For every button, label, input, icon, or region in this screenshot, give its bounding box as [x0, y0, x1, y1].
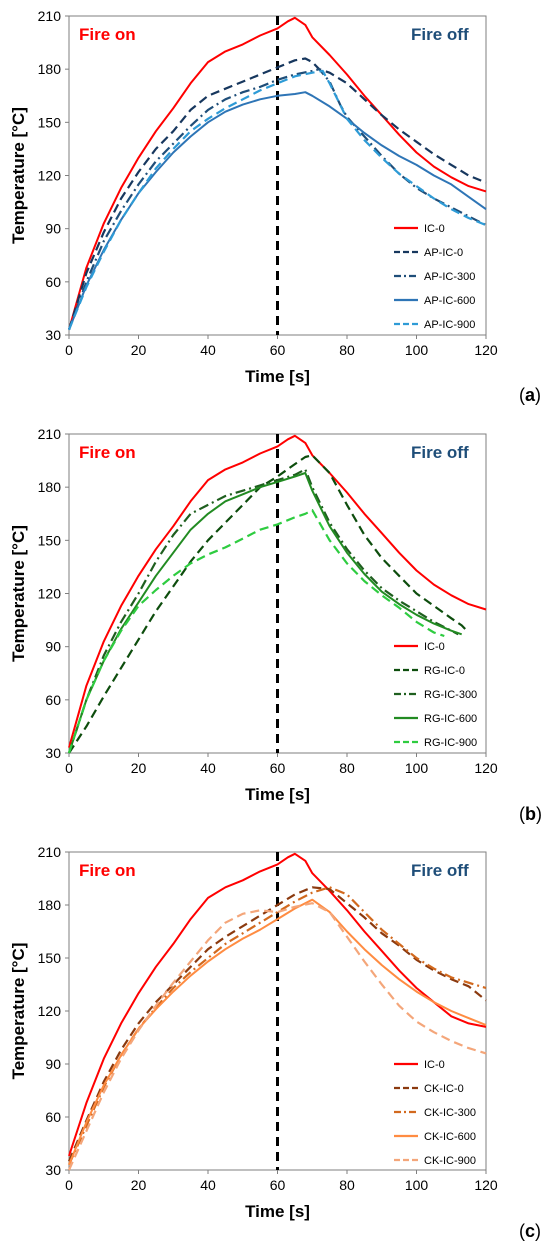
fire-off-label: Fire off	[411, 25, 469, 44]
panel-label-letter: b	[525, 804, 536, 824]
legend-entry: RG-IC-300	[424, 689, 477, 701]
legend-entry: AP-IC-300	[424, 271, 475, 283]
y-tick-label: 30	[45, 745, 61, 761]
x-tick-label: 100	[405, 760, 429, 776]
legend-entry: IC-0	[424, 641, 445, 653]
legend-entry: AP-IC-0	[424, 247, 463, 259]
panel-label-letter: c	[525, 1221, 535, 1241]
x-axis-label: Time [s]	[245, 785, 310, 804]
panel-label: (c)	[519, 1221, 541, 1241]
series-line-ic-0	[68, 434, 487, 748]
x-tick-label: 20	[131, 760, 147, 776]
x-tick-label: 60	[270, 760, 286, 776]
x-tick-label: 80	[339, 1177, 355, 1193]
x-tick-label: 40	[200, 760, 216, 776]
panel-label: (b)	[519, 804, 542, 824]
series-line-ck-ic-0	[67, 886, 487, 1162]
chart-panel-2: 30 60 90 120 150 180 210 0 20 40 60 80 100 120 Time [s…	[9, 426, 542, 824]
fire-on-label: Fire on	[79, 443, 136, 462]
y-tick-label: 60	[45, 692, 61, 708]
chart-panel-3: 30 60 90 120 150 180 210 0 20 40 60 80 100 120 Time [s…	[9, 844, 541, 1241]
y-tick-label: 30	[45, 1162, 61, 1178]
series-line-ic-0	[68, 852, 487, 1157]
y-tick-label: 150	[38, 950, 62, 966]
x-tick-label: 0	[65, 760, 73, 776]
x-tick-label: 80	[339, 760, 355, 776]
x-tick-label: 80	[339, 342, 355, 358]
y-tick-label: 180	[38, 897, 62, 913]
x-tick-label: 120	[474, 760, 498, 776]
y-tick-label: 150	[38, 114, 62, 130]
y-tick-label: 150	[38, 532, 62, 548]
y-tick-label: 120	[38, 168, 62, 184]
chart-panel-1: 30 60 90 120 150 180 210 0 20 40 60 80 100 120 Time [s…	[9, 8, 541, 405]
legend-entry: CK-IC-0	[424, 1083, 464, 1095]
series-line-rg-ic-900	[67, 509, 445, 754]
x-tick-label: 60	[270, 1177, 286, 1193]
x-tick-label: 60	[270, 342, 286, 358]
series-line-ap-ic-0	[67, 57, 487, 331]
panel-label: (a)	[519, 385, 541, 405]
fire-off-label: Fire off	[411, 861, 469, 880]
x-tick-label: 100	[405, 1177, 429, 1193]
x-tick-label: 20	[131, 342, 147, 358]
legend-entry: CK-IC-900	[424, 1155, 476, 1167]
x-tick-label: 100	[405, 342, 429, 358]
y-tick-label: 30	[45, 327, 61, 343]
legend-entry: IC-0	[424, 223, 445, 235]
x-tick-label: 0	[65, 1177, 73, 1193]
fire-off-label: Fire off	[411, 443, 469, 462]
series-line-ap-ic-900	[67, 69, 487, 331]
y-tick-label: 210	[38, 8, 62, 24]
fire-on-label: Fire on	[79, 25, 136, 44]
legend-entry: AP-IC-900	[424, 319, 475, 331]
y-tick-label: 60	[45, 1109, 61, 1125]
x-axis-label: Time [s]	[245, 367, 310, 386]
x-tick-label: 120	[474, 1177, 498, 1193]
legend-entry: RG-IC-900	[424, 737, 477, 749]
y-tick-label: 210	[38, 844, 62, 860]
series-line-ck-ic-300	[67, 886, 487, 1166]
fire-on-label: Fire on	[79, 861, 136, 880]
series-line-rg-ic-300	[67, 468, 459, 754]
panel-label-letter: a	[525, 385, 536, 405]
legend-entry: AP-IC-600	[424, 295, 475, 307]
y-tick-label: 90	[45, 639, 61, 655]
x-tick-label: 40	[200, 342, 216, 358]
y-tick-label: 120	[38, 1003, 62, 1019]
y-tick-label: 90	[45, 221, 61, 237]
x-axis-label: Time [s]	[245, 1202, 310, 1221]
y-axis-label: Temperature [°C]	[9, 943, 28, 1080]
x-tick-label: 40	[200, 1177, 216, 1193]
series-line-rg-ic-0	[68, 454, 470, 754]
series-line-ic-0	[68, 16, 487, 330]
legend-entry: CK-IC-300	[424, 1107, 476, 1119]
y-tick-label: 180	[38, 479, 62, 495]
x-tick-label: 0	[65, 342, 73, 358]
x-tick-label: 20	[131, 1177, 147, 1193]
legend-entry: RG-IC-600	[424, 713, 477, 725]
x-tick-label: 120	[474, 342, 498, 358]
y-tick-label: 60	[45, 274, 61, 290]
series-line-rg-ic-600	[68, 472, 463, 754]
legend-entry: IC-0	[424, 1059, 445, 1071]
y-tick-label: 210	[38, 426, 62, 442]
y-tick-label: 120	[38, 586, 62, 602]
series-line-ck-ic-900	[67, 902, 487, 1171]
legend-entry: RG-IC-0	[424, 665, 465, 677]
y-axis-label: Temperature [°C]	[9, 107, 28, 244]
y-axis-label: Temperature [°C]	[9, 525, 28, 662]
y-tick-label: 180	[38, 61, 62, 77]
legend-entry: CK-IC-600	[424, 1131, 476, 1143]
y-tick-label: 90	[45, 1056, 61, 1072]
